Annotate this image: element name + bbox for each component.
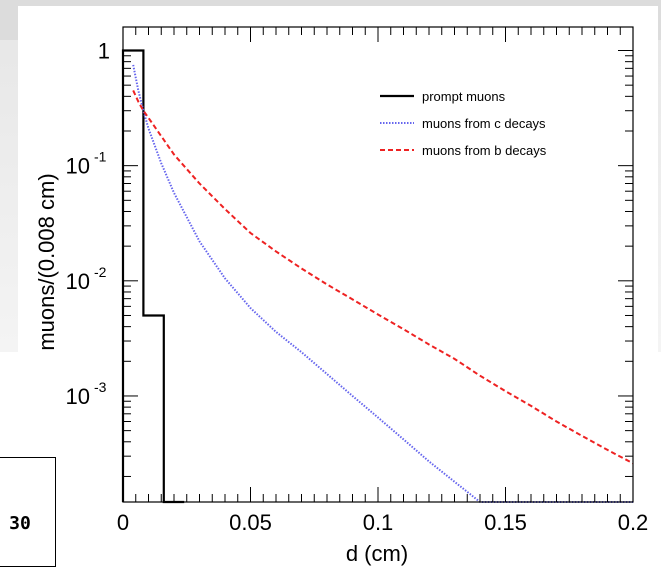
x-tick-label: 0.1 bbox=[363, 510, 394, 535]
y-tick-label: 10 bbox=[66, 154, 90, 179]
x-tick-label: 0 bbox=[117, 510, 129, 535]
y-tick-exponent: -1 bbox=[94, 149, 107, 165]
side-label: 30 bbox=[9, 513, 31, 534]
x-tick-label: 0.2 bbox=[618, 510, 649, 535]
plot-area bbox=[123, 27, 633, 502]
x-tick-label: 0.05 bbox=[229, 510, 272, 535]
y-tick-label: 1 bbox=[98, 39, 110, 64]
y-tick-label: 10 bbox=[66, 384, 90, 409]
plot-background bbox=[123, 27, 633, 502]
legend-label-muons-from-b-decays: muons from b decays bbox=[422, 143, 547, 158]
side-box bbox=[0, 457, 56, 567]
legend-label-prompt-muons: prompt muons bbox=[422, 89, 506, 104]
x-tick-label: 0.15 bbox=[484, 510, 527, 535]
y-axis-title: muons/(0.008 cm) bbox=[34, 173, 59, 350]
legend: prompt muons muons from c decays muons fro… bbox=[380, 89, 547, 158]
y-tick-exponent: -3 bbox=[94, 379, 107, 395]
x-axis-title: d (cm) bbox=[346, 541, 408, 566]
series-line-muons-from-b-decays bbox=[132, 90, 634, 465]
y-tick-exponent: -2 bbox=[94, 264, 107, 280]
legend-label-muons-from-c-decays: muons from c decays bbox=[422, 116, 546, 131]
y-tick-label: 10 bbox=[66, 269, 90, 294]
